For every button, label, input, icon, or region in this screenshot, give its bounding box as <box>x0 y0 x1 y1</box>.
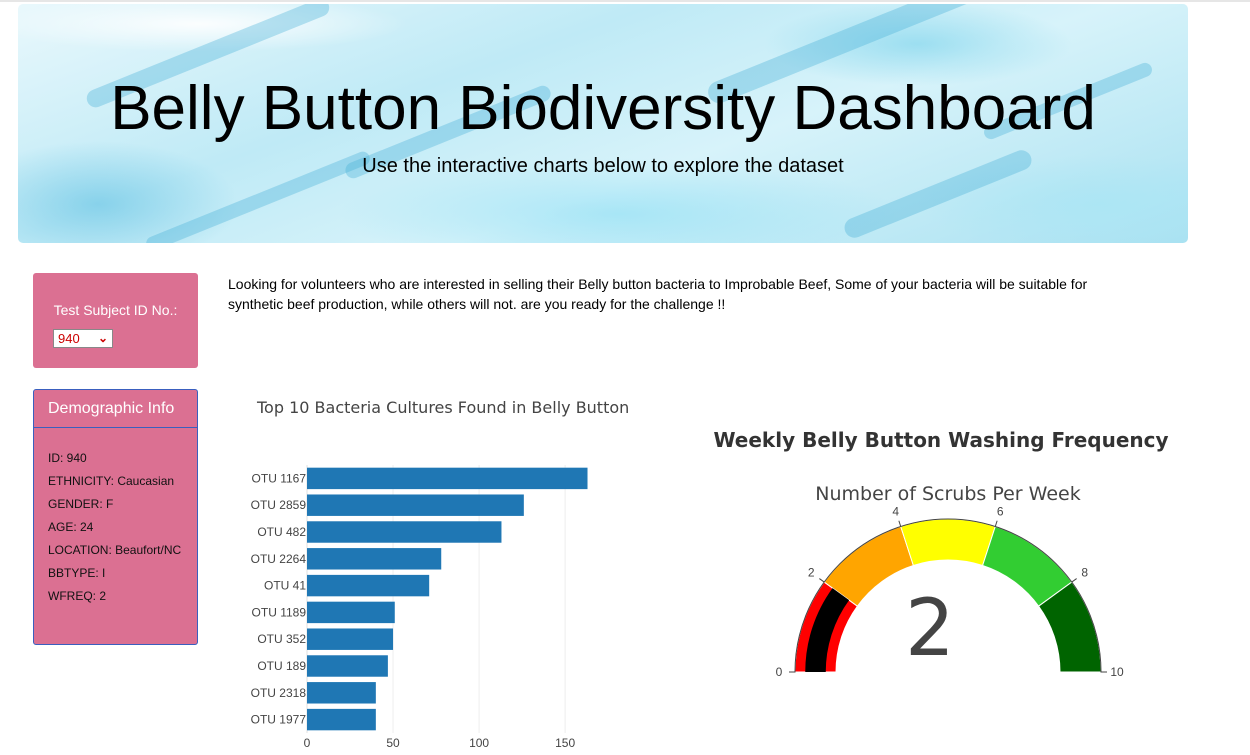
demographic-item: ID: 940 <box>48 451 87 465</box>
gauge-tick <box>1071 578 1077 583</box>
bar-chart-title: Top 10 Bacteria Cultures Found in Belly … <box>256 398 629 417</box>
gauge-step <box>900 518 996 567</box>
subject-id-select[interactable]: 940 ⌄ <box>53 329 113 348</box>
y-tick-label: OTU 1977 <box>251 713 307 727</box>
page-title: Belly Button Biodiversity Dashboard <box>110 74 1096 143</box>
gauge-tick-label: 0 <box>776 665 783 679</box>
gauge-tick-label: 6 <box>997 504 1004 518</box>
demographic-item: BBTYPE: I <box>48 566 106 580</box>
gauge-chart[interactable]: Number of Scrubs Per Week 0 2 4 6 8 10 2 <box>770 470 1130 685</box>
bar <box>307 548 442 570</box>
y-tick-label: OTU 189 <box>257 659 306 673</box>
bar <box>307 682 376 704</box>
x-tick-label: 100 <box>469 736 489 750</box>
gauge-subtitle: Number of Scrubs Per Week <box>815 483 1080 505</box>
bar <box>307 655 388 677</box>
y-tick-label: OTU 1189 <box>252 605 307 619</box>
gauge-tick <box>898 520 902 527</box>
y-tick-label: OTU 2859 <box>251 498 307 512</box>
gauge-tick-label: 4 <box>892 504 899 518</box>
subject-id-value: 940 <box>58 331 80 346</box>
bar <box>307 467 588 490</box>
demographic-item: GENDER: F <box>48 497 114 511</box>
bar <box>307 494 524 516</box>
bar <box>307 708 376 731</box>
header-banner: Belly Button Biodiversity Dashboard Use … <box>18 4 1188 243</box>
demographic-item: ETHNICITY: Caucasian <box>48 474 175 488</box>
bar <box>307 521 502 543</box>
demographic-item: WFREQ: 2 <box>48 589 107 603</box>
gauge-value: 2 <box>905 584 955 674</box>
bar-chart[interactable]: Top 10 Bacteria Cultures Found in Belly … <box>228 390 668 755</box>
gauge-value-bar <box>805 588 850 672</box>
demographic-panel: Demographic Info ID: 940 ETHNICITY: Cauc… <box>33 389 198 645</box>
subject-selector-label: Test Subject ID No.: <box>53 302 178 318</box>
demographic-item: AGE: 24 <box>48 520 94 534</box>
x-tick-label: 0 <box>304 736 311 750</box>
y-tick-label: OTU 41 <box>264 579 306 593</box>
gauge-title: Weekly Belly Button Washing Frequency <box>713 428 1169 452</box>
y-tick-label: OTU 2318 <box>251 686 307 700</box>
demographic-heading: Demographic Info <box>34 390 197 428</box>
demographic-list: ID: 940 ETHNICITY: Caucasian GENDER: F A… <box>48 452 188 613</box>
gauge-tick <box>994 520 998 527</box>
y-tick-label: OTU 2264 <box>251 552 307 566</box>
x-tick-label: 50 <box>386 736 400 750</box>
y-tick-label: OTU 482 <box>257 525 306 539</box>
intro-text: Looking for volunteers who are intereste… <box>228 276 1088 312</box>
top-border <box>0 0 1250 2</box>
chevron-down-icon: ⌄ <box>97 331 108 345</box>
gauge-tick <box>819 578 825 583</box>
bar <box>307 601 395 624</box>
bar <box>307 574 430 597</box>
page-subtitle: Use the interactive charts below to expl… <box>362 155 844 177</box>
subject-selector-panel: Test Subject ID No.: 940 ⌄ <box>33 273 198 368</box>
y-tick-label: OTU 1167 <box>252 471 307 485</box>
gauge-tick-label: 2 <box>808 566 815 580</box>
y-tick-label: OTU 352 <box>257 632 306 646</box>
x-tick-label: 150 <box>555 736 575 750</box>
demographic-item: LOCATION: Beaufort/NC <box>48 543 182 557</box>
gauge-tick-label: 10 <box>1110 665 1124 679</box>
gauge-tick-label: 8 <box>1081 566 1088 580</box>
bar <box>307 628 394 650</box>
